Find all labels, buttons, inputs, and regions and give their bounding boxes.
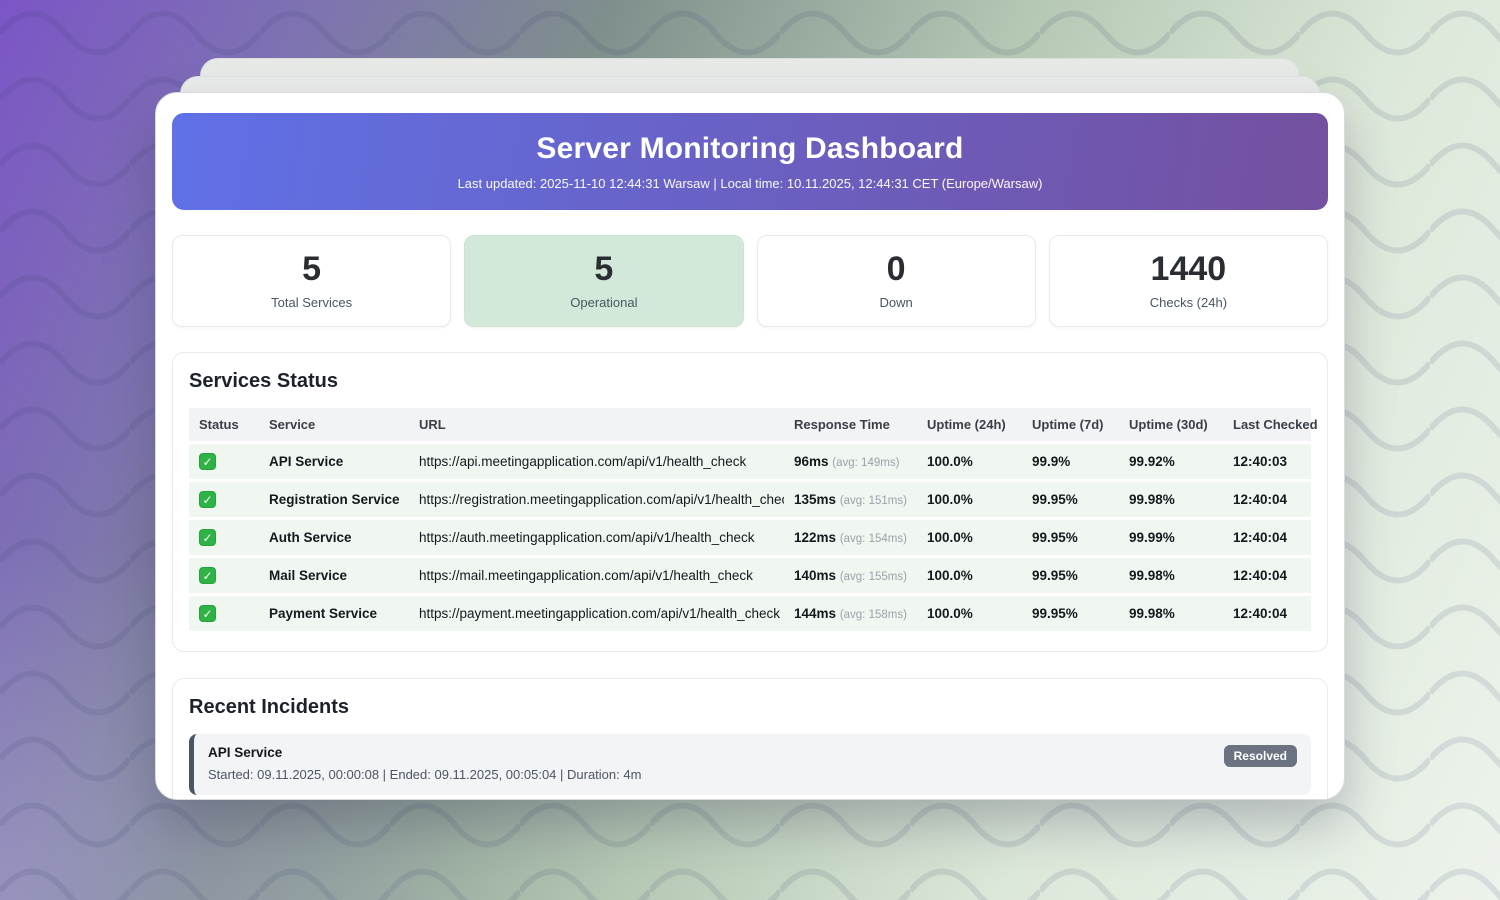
uptime-30d: 99.92% [1119, 444, 1223, 479]
stat-label: Down [879, 295, 913, 310]
table-row: ✓ Mail Service https://mail.meetingappli… [189, 558, 1311, 593]
response-time: 135ms [794, 492, 837, 507]
response-time-cell: 144ms (avg: 158ms) [784, 596, 917, 631]
incident-info: API Service Started: 09.11.2025, 00:00:0… [208, 745, 641, 782]
column-header-uptime-24h: Uptime (24h) [917, 408, 1022, 441]
service-name: Registration Service [259, 482, 409, 517]
uptime-24h: 100.0% [917, 444, 1022, 479]
stat-value: 5 [594, 250, 614, 288]
recent-incidents-panel: Recent Incidents API Service Started: 09… [172, 678, 1328, 799]
response-time-cell: 135ms (avg: 151ms) [784, 482, 917, 517]
response-time-average: (avg: 149ms) [832, 457, 900, 469]
last-checked-time: 12:40:03 [1223, 444, 1311, 479]
status-ok-check-icon: ✓ [199, 529, 216, 546]
services-status-panel: Services Status Status Service URL Respo… [172, 352, 1328, 652]
incident-details: Started: 09.11.2025, 00:00:08 | Ended: 0… [208, 767, 642, 782]
service-url: https://payment.meetingapplication.com/a… [409, 596, 784, 631]
status-ok-check-icon: ✓ [199, 453, 216, 470]
service-name: Auth Service [259, 520, 409, 555]
uptime-24h: 100.0% [917, 596, 1022, 631]
response-time-cell: 122ms (avg: 154ms) [784, 520, 917, 555]
column-header-uptime-30d: Uptime (30d) [1119, 408, 1223, 441]
status-ok-check-icon: ✓ [199, 605, 216, 622]
column-header-uptime-7d: Uptime (7d) [1022, 408, 1119, 441]
dashboard-banner: Server Monitoring Dashboard Last updated… [172, 113, 1328, 210]
uptime-30d: 99.98% [1119, 558, 1223, 593]
last-checked-time: 12:40:04 [1223, 482, 1311, 517]
response-time-average: (avg: 151ms) [839, 495, 907, 507]
summary-cards-row: 5 Total Services 5 Operational 0 Down 14… [172, 235, 1328, 327]
response-time-average: (avg: 158ms) [839, 609, 907, 621]
response-time: 96ms [794, 454, 829, 469]
column-header-status: Status [189, 408, 259, 441]
column-header-response-time: Response Time [784, 408, 917, 441]
last-checked-time: 12:40:04 [1223, 558, 1311, 593]
column-header-service: Service [259, 408, 409, 441]
response-time: 144ms [794, 606, 837, 621]
stat-card-down: 0 Down [756, 235, 1036, 327]
status-cell: ✓ [189, 596, 259, 631]
response-time: 140ms [794, 568, 837, 583]
uptime-30d: 99.98% [1119, 596, 1223, 631]
uptime-24h: 100.0% [917, 558, 1022, 593]
stat-label: Operational [570, 295, 638, 310]
service-url: https://mail.meetingapplication.com/api/… [409, 558, 784, 593]
recent-incidents-heading: Recent Incidents [189, 696, 350, 718]
service-name: Mail Service [259, 558, 409, 593]
service-name: API Service [259, 444, 409, 479]
last-checked-time: 12:40:04 [1223, 596, 1311, 631]
status-cell: ✓ [189, 482, 259, 517]
response-time-average: (avg: 154ms) [839, 533, 907, 545]
last-updated-text: Last updated: 2025-11-10 12:44:31 Warsaw… [457, 176, 1043, 191]
uptime-7d: 99.9% [1022, 444, 1119, 479]
service-url: https://api.meetingapplication.com/api/v… [409, 444, 784, 479]
table-row: ✓ API Service https://api.meetingapplica… [189, 444, 1311, 479]
uptime-7d: 99.95% [1022, 596, 1119, 631]
stat-value: 1440 [1150, 250, 1227, 288]
table-header-row: Status Service URL Response Time Uptime … [189, 408, 1318, 441]
stat-card-checks-24h: 1440 Checks (24h) [1048, 235, 1328, 327]
column-header-url: URL [409, 408, 784, 441]
stat-label: Total Services [271, 295, 353, 310]
table-row: ✓ Registration Service https://registrat… [189, 482, 1311, 517]
dashboard-window: Server Monitoring Dashboard Last updated… [155, 92, 1345, 800]
status-ok-check-icon: ✓ [199, 491, 216, 508]
response-time: 122ms [794, 530, 837, 545]
uptime-7d: 99.95% [1022, 520, 1119, 555]
stat-value: 0 [886, 250, 906, 288]
response-time-cell: 140ms (avg: 155ms) [784, 558, 917, 593]
table-row: ✓ Auth Service https://auth.meetingappli… [189, 520, 1311, 555]
stat-label: Checks (24h) [1149, 295, 1228, 310]
services-table: Status Service URL Response Time Uptime … [189, 405, 1318, 634]
services-status-heading: Services Status [189, 370, 338, 392]
stat-card-operational: 5 Operational [464, 235, 744, 327]
service-name: Payment Service [259, 596, 409, 631]
uptime-30d: 99.98% [1119, 482, 1223, 517]
stat-value: 5 [302, 250, 322, 288]
uptime-7d: 99.95% [1022, 482, 1119, 517]
stat-card-total-services: 5 Total Services [172, 235, 452, 327]
column-header-last-checked: Last Checked [1223, 408, 1318, 441]
uptime-24h: 100.0% [917, 520, 1022, 555]
incident-status-badge: Resolved [1223, 745, 1297, 767]
status-cell: ✓ [189, 558, 259, 593]
status-cell: ✓ [189, 520, 259, 555]
service-url: https://auth.meetingapplication.com/api/… [409, 520, 784, 555]
table-row: ✓ Payment Service https://payment.meetin… [189, 596, 1311, 631]
uptime-7d: 99.95% [1022, 558, 1119, 593]
page-title: Server Monitoring Dashboard [536, 132, 964, 165]
response-time-cell: 96ms (avg: 149ms) [784, 444, 917, 479]
uptime-24h: 100.0% [917, 482, 1022, 517]
incident-card: API Service Started: 09.11.2025, 00:00:0… [189, 734, 1311, 795]
uptime-30d: 99.99% [1119, 520, 1223, 555]
status-cell: ✓ [189, 444, 259, 479]
service-url: https://registration.meetingapplication.… [409, 482, 784, 517]
incident-service-name: API Service [208, 745, 283, 760]
response-time-average: (avg: 155ms) [839, 571, 907, 583]
last-checked-time: 12:40:04 [1223, 520, 1311, 555]
status-ok-check-icon: ✓ [199, 567, 216, 584]
